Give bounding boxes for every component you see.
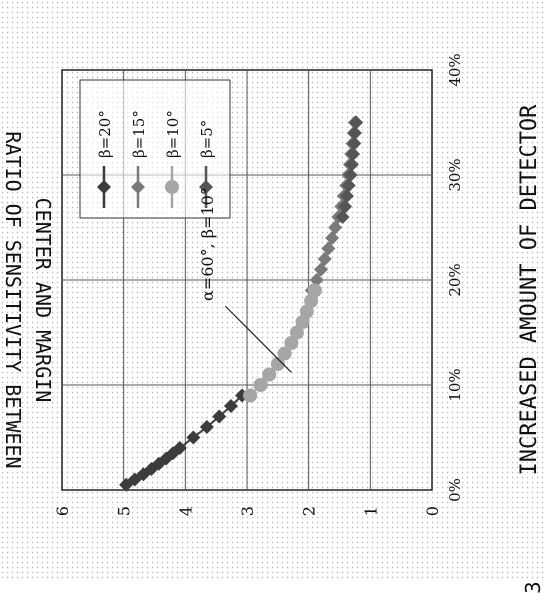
data-point [317,252,332,266]
legend-entry: β=20° [96,110,114,158]
data-point [223,399,238,413]
data-point [284,336,299,350]
legend: β=20° β=15° β=10° β=5° [79,79,231,219]
x-tick-label: 40% [446,53,464,86]
data-point [186,430,201,445]
data-point [335,210,350,224]
legend-entry: β=5° [198,120,216,158]
legend-swatch-marker [165,180,179,194]
data-point [314,262,328,277]
data-marks [119,115,364,492]
x-tick-label: 10% [446,368,464,401]
data-point [347,126,362,140]
data-point [325,231,340,245]
y-axis-ticks: 0 1 2 3 4 5 6 [53,506,442,516]
data-point [289,325,304,340]
x-tick-label: 0% [446,478,464,502]
y-tick-label: 0 [423,506,442,516]
y-tick-label: 5 [115,506,134,516]
data-point [341,178,356,193]
data-point [277,346,292,361]
data-point [172,441,187,455]
y-tick-label: 1 [361,506,380,516]
legend-swatch-marker [199,180,213,194]
data-point [299,304,314,319]
data-point [304,294,319,308]
y-tick-label: 2 [300,506,319,516]
data-point [253,378,268,392]
series-3 [335,115,364,224]
data-point [347,136,362,151]
y-tick-label: 4 [176,506,195,516]
y-tick-label: 6 [53,506,72,516]
annotation-leader-line [224,305,292,373]
data-point [295,315,310,329]
data-point [199,420,214,434]
data-point [349,115,364,130]
figure-label: 3 [521,581,545,594]
data-point [243,388,258,403]
series-0 [119,388,250,492]
y-tick-label: 3 [238,506,257,516]
y-axis-label-line2: CENTER AND MARGIN [31,198,55,403]
data-point [309,273,324,287]
x-axis-label: INCREASED AMOUNT OF DETECTOR [517,104,542,476]
data-point [344,157,359,172]
data-point [307,283,322,298]
data-point [328,220,343,235]
x-tick-label: 30% [446,158,464,191]
data-point [262,367,277,382]
legend-entry: β=10° [164,110,182,158]
legend-swatch-marker [131,180,145,194]
data-point [338,199,353,214]
x-axis-ticks: 0% 10% 20% 30% 40% [446,53,464,502]
data-point [346,147,361,161]
data-point [212,409,227,424]
data-point [321,241,336,256]
x-tick-label: 20% [446,263,464,296]
y-axis-label-line1: RATIO OF SENSITIVITY BETWEEN [1,131,25,468]
series-2 [243,283,322,403]
annotation-label: α=60°, β=10° [198,187,217,301]
data-point [270,357,285,371]
legend-swatch-marker [97,180,111,194]
legend-box [79,79,231,219]
data-point [343,168,358,182]
legend-entry: β=15° [130,110,148,158]
data-point [339,189,354,203]
